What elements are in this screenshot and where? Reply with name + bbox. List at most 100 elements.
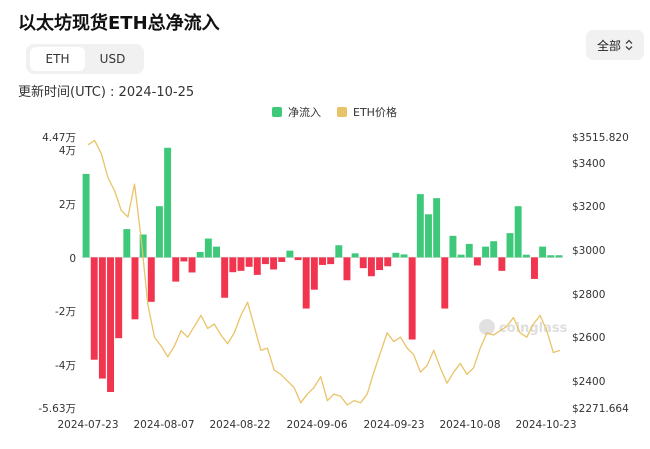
range-select-label: 全部: [596, 38, 621, 53]
legend-swatch-inflow: [272, 107, 282, 117]
inflow-bar: [123, 229, 131, 258]
inflow-bar: [90, 257, 98, 360]
inflow-bar: [107, 257, 114, 393]
inflow-bar: [147, 257, 155, 302]
y-left-axis: 4.47万 4万 2万 0 -2万 -4万 -5.63万: [38, 132, 76, 415]
x-tick: 2024-08-22: [209, 419, 270, 431]
price-line: [87, 139, 561, 406]
x-tick: 2024-10-23: [515, 419, 576, 431]
x-tick: 2024-08-07: [133, 419, 194, 431]
inflow-bar: [449, 235, 457, 258]
inflow-bar: [278, 257, 286, 262]
inflow-bar: [457, 254, 465, 258]
inflow-bar: [327, 257, 335, 265]
y-right-tick: $3400: [572, 158, 605, 170]
inflow-bar: [204, 238, 212, 258]
coinglass-logo-icon: [479, 319, 495, 335]
inflow-bar: [367, 257, 375, 277]
x-tick: 2024-07-23: [57, 419, 118, 431]
inflow-bar: [253, 257, 261, 275]
inflow-bar: [522, 254, 530, 258]
inflow-bar: [310, 257, 318, 290]
y-left-tick: -5.63万: [38, 403, 76, 415]
inflow-bar: [408, 257, 416, 340]
tab-eth[interactable]: ETH: [30, 47, 85, 71]
inflow-bar: [82, 173, 90, 258]
inflow-bar: [392, 252, 400, 258]
y-right-tick: $3000: [572, 245, 605, 257]
inflow-bar: [245, 257, 253, 267]
inflow-bar: [294, 257, 302, 261]
inflow-bar: [490, 241, 498, 258]
updated-time: 更新时间(UTC) : 2024-10-25: [18, 85, 195, 100]
inflow-bar: [359, 257, 367, 269]
y-right-tick: $2400: [572, 376, 605, 388]
inflow-bar: [131, 257, 139, 320]
inflow-bar: [319, 257, 326, 265]
x-tick: 2024-09-06: [286, 419, 347, 431]
range-select[interactable]: 全部: [586, 30, 644, 60]
inflow-bar: [425, 214, 432, 258]
x-axis: 2024-07-23 2024-08-07 2024-08-22 2024-09…: [57, 419, 576, 431]
inflow-bar: [351, 253, 359, 258]
inflow-bar: [482, 246, 490, 258]
x-tick: 2024-10-08: [439, 419, 500, 431]
inflow-bar: [473, 257, 481, 266]
y-left-tick: -4万: [55, 360, 76, 372]
y-right-tick: $2600: [572, 332, 605, 344]
y-right-tick: $2800: [572, 289, 605, 301]
inflow-bar: [302, 257, 310, 309]
inflow-bar: [514, 206, 522, 258]
y-left-tick: -2万: [55, 306, 76, 318]
y-left-tick: 4万: [59, 145, 76, 157]
tab-usd[interactable]: USD: [99, 52, 126, 66]
inflow-bar: [441, 257, 449, 309]
inflow-bar: [213, 246, 220, 258]
inflow-bar: [539, 246, 547, 258]
x-tick: 2024-09-23: [363, 419, 424, 431]
inflow-bar: [416, 194, 424, 258]
y-left-tick: 2万: [59, 199, 76, 211]
inflow-bar: [498, 257, 506, 271]
legend-swatch-price: [337, 107, 347, 117]
inflow-bar: [286, 250, 294, 258]
inflow-bar: [547, 255, 555, 258]
inflow-bar: [506, 233, 514, 258]
inflow-bar: [531, 257, 538, 279]
y-right-tick: $2271.664: [572, 403, 629, 415]
inflow-bar: [172, 257, 180, 282]
y-right-axis: $3515.820 $3400 $3200 $3000 $2800 $2600 …: [572, 132, 629, 415]
inflow-bar: [270, 257, 278, 270]
inflow-bar: [229, 257, 237, 273]
y-left-tick: 0: [69, 253, 76, 265]
inflow-bar: [433, 198, 441, 258]
inflow-bar: [139, 234, 147, 258]
price-series-line: [87, 139, 561, 406]
legend-label-inflow: 净流入: [288, 105, 321, 119]
inflow-bar: [180, 257, 188, 262]
watermark: coinglass: [479, 319, 568, 336]
inflow-bar: [164, 147, 172, 258]
inflow-bar: [115, 257, 123, 339]
inflow-bar: [384, 257, 392, 267]
inflow-bar: [261, 257, 269, 265]
y-right-tick: $3515.820: [572, 132, 629, 144]
legend-label-price: ETH价格: [353, 105, 397, 119]
y-left-tick: 4.47万: [42, 132, 76, 144]
inflow-bar: [98, 257, 106, 379]
inflow-bar: [237, 257, 245, 271]
inflow-bar: [555, 255, 563, 258]
inflow-bar: [400, 254, 408, 258]
y-right-tick: $3200: [572, 201, 605, 213]
inflow-bar: [221, 257, 229, 298]
inflow-bar: [376, 257, 384, 271]
unit-tabs: ETH USD: [26, 44, 144, 74]
inflow-bar: [335, 245, 343, 258]
inflow-bar: [343, 257, 351, 281]
inflow-bar: [465, 243, 473, 258]
inflow-bar: [155, 206, 163, 258]
legend: 净流入 ETH价格: [272, 105, 397, 119]
page-title: 以太坊现货ETH总净流入: [18, 13, 220, 34]
inflow-bar: [188, 257, 196, 273]
